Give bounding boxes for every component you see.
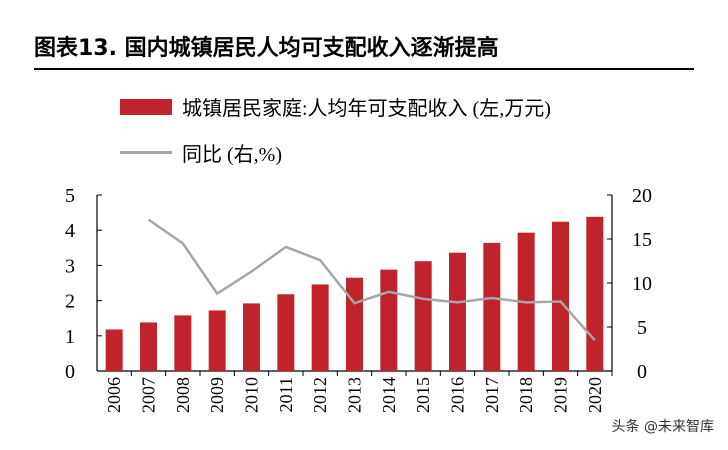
bar-2008	[174, 315, 192, 371]
right-tick-label: 5	[637, 317, 647, 339]
watermark: 头条 @未来智库	[611, 416, 714, 436]
bar-2017	[483, 242, 501, 371]
x-tick-label: 2009	[207, 377, 227, 413]
x-tick-label: 2019	[551, 377, 571, 413]
x-tick-label: 2011	[276, 377, 296, 412]
legend-item-line: 同比 (右,%)	[120, 138, 282, 167]
line-yoy	[147, 218, 596, 342]
bar-2014	[380, 269, 398, 371]
x-tick-label: 2007	[139, 377, 159, 413]
x-tick-label: 2018	[516, 377, 536, 413]
left-tick-label: 2	[65, 291, 75, 313]
x-tick-label: 2010	[242, 377, 262, 413]
bar-2006	[105, 329, 123, 371]
right-tick-label: 10	[632, 273, 652, 295]
bar-2011	[277, 294, 295, 371]
bar-2020	[586, 216, 604, 371]
left-tick-label: 5	[65, 185, 75, 207]
legend-swatch-line	[120, 151, 172, 154]
title-rule	[34, 68, 694, 70]
bar-2009	[208, 310, 226, 371]
x-tick-label: 2012	[310, 377, 330, 413]
legend-item-bar: 城镇居民家庭:人均年可支配收入 (左,万元)	[120, 92, 551, 121]
legend-label-bar: 城镇居民家庭:人均年可支配收入 (左,万元)	[182, 98, 551, 120]
x-tick-label: 2006	[104, 377, 124, 413]
x-tick-label: 2020	[585, 377, 605, 413]
x-tick-label: 2008	[173, 377, 193, 413]
chart-title: 图表13. 国内城镇居民人均可支配收入逐渐提高	[34, 36, 499, 61]
legend-label-line: 同比 (右,%)	[182, 144, 282, 166]
left-tick-label: 3	[65, 255, 75, 277]
left-tick-label: 1	[65, 326, 75, 348]
bar-2007	[140, 322, 157, 371]
bar-2010	[243, 303, 260, 371]
bar-2019	[552, 221, 569, 371]
left-tick-label: 0	[65, 361, 75, 383]
x-tick-label: 2015	[413, 377, 433, 413]
right-tick-label: 0	[637, 361, 647, 383]
legend-swatch-bar	[120, 98, 172, 115]
bar-2013	[346, 277, 363, 371]
x-tick-label: 2016	[448, 377, 468, 413]
bar-2015	[414, 261, 432, 371]
right-tick-label: 15	[632, 229, 652, 251]
bar-2016	[449, 252, 466, 371]
x-tick-label: 2017	[482, 377, 502, 413]
x-tick-label: 2014	[379, 377, 399, 413]
x-tick-label: 2013	[345, 377, 365, 413]
left-tick-label: 4	[65, 220, 75, 242]
right-tick-label: 20	[632, 185, 652, 207]
bar-2012	[311, 284, 329, 371]
